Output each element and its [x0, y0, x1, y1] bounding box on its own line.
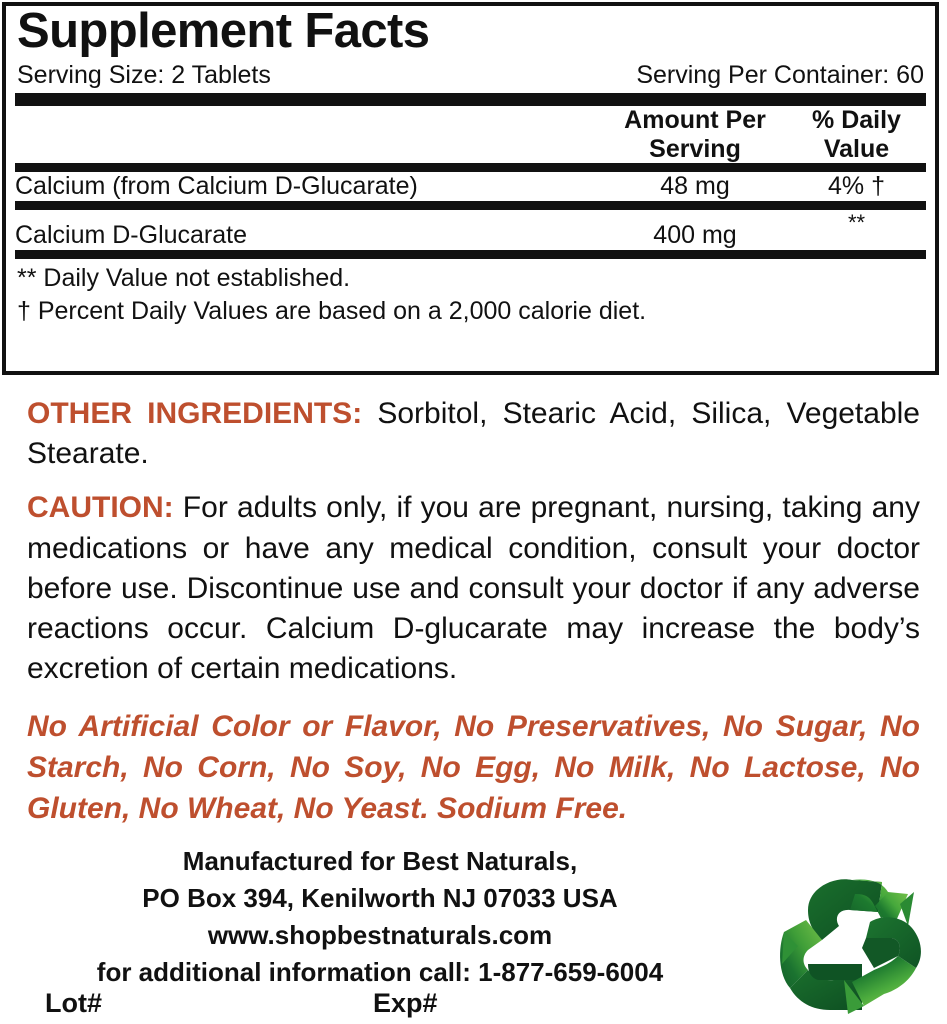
free-from-claims: No Artificial Color or Flavor, No Preser… [27, 710, 920, 825]
nutrient-amount-0: 48 mg [660, 172, 730, 201]
supplement-facts-title: Supplement Facts [17, 4, 430, 58]
header-cell-daily-value: % Daily Value [779, 106, 934, 163]
nutrition-rows-table: Calcium (from Calcium D-Glucarate) 48 mg… [15, 172, 934, 201]
nutrient-dv-1: ** [847, 210, 866, 236]
manufacturer-website: www.shopbestnaturals.com [207, 919, 553, 950]
nutrient-name-1: Calcium D-Glucarate [15, 221, 248, 250]
nutrient-amount-1: 400 mg [653, 221, 737, 250]
header-amount-line2: Serving [649, 134, 741, 163]
lot-number-label: Lot# [45, 988, 102, 1018]
body-copy: OTHER INGREDIENTS: Sorbitol, Stearic Aci… [27, 394, 920, 830]
footnote-percent-daily-values: † Percent Daily Values are based on a 2,… [17, 297, 647, 326]
caution-text: For adults only, if you are pregnant, nu… [27, 491, 920, 686]
rule-under-rows [15, 250, 926, 260]
header-cell-blank [15, 106, 611, 163]
nutrition-table: Amount Per Serving % Daily Value [15, 106, 934, 163]
serving-size-text: Serving Size: 2 Tablets [17, 61, 271, 89]
rule-under-header [15, 163, 926, 173]
serving-info-row: Serving Size: 2 Tablets Serving Per Cont… [17, 61, 924, 89]
supplement-facts-inner: Supplement Facts Serving Size: 2 Tablets… [6, 7, 935, 372]
recycle-icon [778, 868, 938, 1018]
manufacturer-name: Manufactured for Best Naturals, [182, 846, 578, 876]
table-row: Calcium D-Glucarate 400 mg ** [15, 210, 934, 250]
manufacturer-address: PO Box 394, Kenilworth NJ 07033 USA [142, 882, 618, 913]
servings-per-container-text: Serving Per Container: 60 [636, 61, 924, 89]
table-row: Calcium (from Calcium D-Glucarate) 48 mg… [15, 172, 934, 201]
caution-paragraph: CAUTION: For adults only, if you are pre… [27, 488, 920, 689]
header-amount-line1: Amount Per [624, 106, 766, 135]
nutrient-dv-0: 4% † [828, 172, 885, 201]
header-dv-line2: Value [823, 134, 890, 163]
caution-label: CAUTION: [27, 491, 174, 525]
exp-number-label: Exp# [373, 988, 438, 1018]
table-header-row: Amount Per Serving % Daily Value [15, 106, 934, 163]
rule-between-rows [15, 201, 926, 211]
footnotes-block: ** Daily Value not established. † Percen… [15, 259, 926, 328]
nutrition-rows-table-2: Calcium D-Glucarate 400 mg ** [15, 210, 934, 250]
other-ingredients-text: Sorbitol, Stearic Acid, Silica, Vegetabl… [27, 397, 920, 471]
header-cell-amount: Amount Per Serving [611, 106, 779, 163]
manufacturer-phone: for additional information call: 1-877-6… [96, 956, 664, 987]
other-ingredients-label: OTHER INGREDIENTS: [27, 397, 363, 430]
manufacturer-block: Manufactured for Best Naturals, PO Box 3… [0, 843, 760, 991]
header-dv-line1: % Daily [812, 106, 901, 135]
other-ingredients-paragraph: OTHER INGREDIENTS: Sorbitol, Stearic Aci… [27, 394, 920, 474]
nutrient-name-0: Calcium (from Calcium D-Glucarate) [15, 172, 418, 201]
footnote-daily-value-not-established: ** Daily Value not established. [17, 264, 351, 293]
supplement-facts-panel: Supplement Facts Serving Size: 2 Tablets… [2, 2, 939, 375]
header-rule-thick [15, 93, 926, 107]
